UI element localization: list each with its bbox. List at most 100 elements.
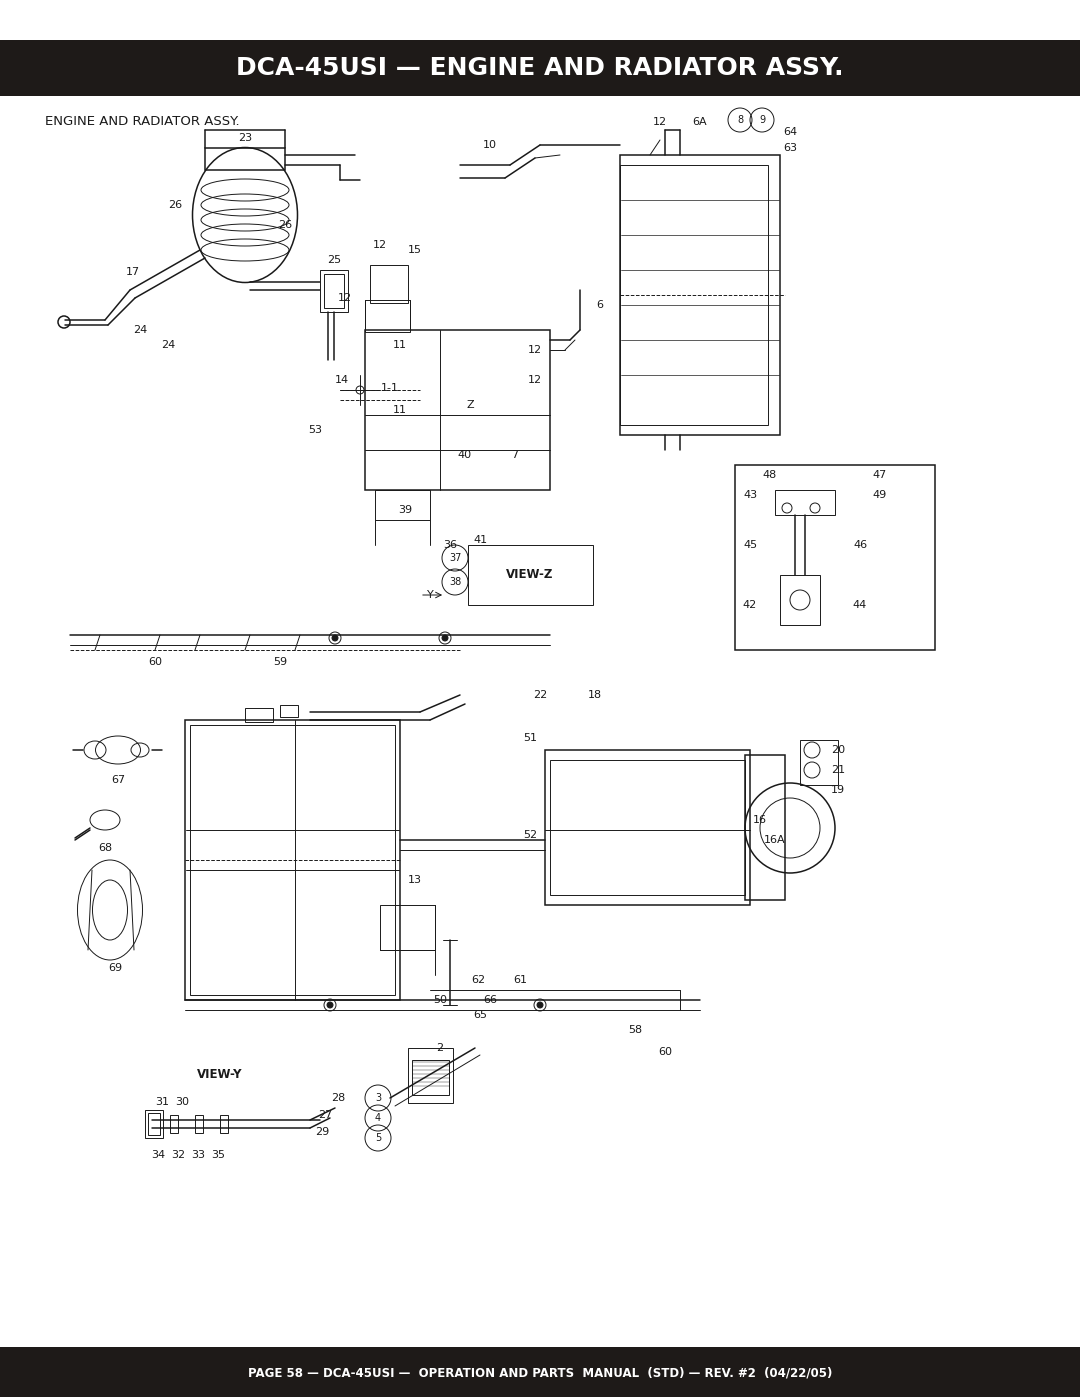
Text: 4: 4 (375, 1113, 381, 1123)
Bar (0, 1347, 1080, 1397)
Text: 8: 8 (737, 115, 743, 124)
Text: 45: 45 (743, 541, 757, 550)
Text: 29: 29 (315, 1127, 329, 1137)
Text: 60: 60 (658, 1046, 672, 1058)
Text: 40: 40 (458, 450, 472, 460)
Bar (370, 265, 408, 303)
Bar (0, 41, 1080, 96)
Bar (408, 1048, 453, 1104)
Text: 39: 39 (397, 504, 413, 515)
Text: 59: 59 (273, 657, 287, 666)
Text: 26: 26 (167, 200, 183, 210)
Text: 28: 28 (330, 1092, 346, 1104)
Text: 7: 7 (512, 450, 518, 460)
Text: 62: 62 (471, 975, 485, 985)
Text: 38: 38 (449, 577, 461, 587)
Bar (745, 754, 785, 900)
Text: 49: 49 (873, 490, 887, 500)
Text: 12: 12 (373, 240, 387, 250)
Text: 19: 19 (831, 785, 845, 795)
Text: 15: 15 (408, 244, 422, 256)
Text: Y: Y (427, 590, 433, 599)
Text: 20: 20 (831, 745, 845, 754)
Bar (375, 490, 430, 520)
Bar (800, 740, 838, 785)
Text: 33: 33 (191, 1150, 205, 1160)
Bar (365, 330, 550, 490)
Text: 16: 16 (753, 814, 767, 826)
Bar (148, 1113, 160, 1134)
Circle shape (537, 1002, 543, 1009)
Bar (620, 155, 780, 434)
Text: 5: 5 (375, 1133, 381, 1143)
Bar (780, 576, 820, 624)
Text: 51: 51 (523, 733, 537, 743)
Circle shape (442, 636, 448, 641)
Text: 41: 41 (473, 535, 487, 545)
Text: VIEW-Z: VIEW-Z (507, 569, 554, 581)
Bar (195, 1115, 203, 1133)
Bar (468, 545, 593, 605)
Text: 34: 34 (151, 1150, 165, 1160)
Text: 12: 12 (528, 374, 542, 386)
Bar (545, 750, 750, 905)
Bar (190, 725, 395, 995)
Text: 26: 26 (278, 219, 292, 231)
Text: 25: 25 (327, 256, 341, 265)
Text: 66: 66 (483, 995, 497, 1004)
Text: 17: 17 (126, 267, 140, 277)
Text: 42: 42 (743, 599, 757, 610)
Text: 11: 11 (393, 405, 407, 415)
Text: 31: 31 (156, 1097, 168, 1106)
Text: 53: 53 (308, 425, 322, 434)
Text: 47: 47 (873, 469, 887, 481)
Circle shape (327, 1002, 333, 1009)
Text: 63: 63 (783, 142, 797, 154)
Text: 32: 32 (171, 1150, 185, 1160)
Text: 11: 11 (393, 339, 407, 351)
Text: 24: 24 (161, 339, 175, 351)
Text: 9: 9 (759, 115, 765, 124)
Text: 30: 30 (175, 1097, 189, 1106)
Bar (220, 1115, 228, 1133)
Text: 24: 24 (133, 326, 147, 335)
Text: 13: 13 (408, 875, 422, 886)
Bar (411, 1060, 449, 1095)
Bar (280, 705, 298, 717)
Text: 3: 3 (375, 1092, 381, 1104)
Text: 23: 23 (238, 133, 252, 142)
Text: 58: 58 (627, 1025, 643, 1035)
Bar (245, 708, 273, 722)
Text: 37: 37 (449, 553, 461, 563)
Text: 43: 43 (743, 490, 757, 500)
Text: 61: 61 (513, 975, 527, 985)
Bar (145, 1111, 163, 1139)
Bar (324, 274, 345, 307)
Text: Z: Z (467, 400, 474, 409)
Text: 1-1: 1-1 (381, 383, 399, 393)
Text: 10: 10 (483, 140, 497, 149)
Text: 12: 12 (653, 117, 667, 127)
Text: 35: 35 (211, 1150, 225, 1160)
Text: 69: 69 (108, 963, 122, 972)
Bar (365, 300, 410, 332)
Bar (170, 1115, 178, 1133)
Text: 27: 27 (318, 1111, 333, 1120)
Text: 6A: 6A (692, 117, 707, 127)
Bar (320, 270, 348, 312)
Text: 52: 52 (523, 830, 537, 840)
Text: PAGE 58 — DCA-45USI —  OPERATION AND PARTS  MANUAL  (STD) — REV. #2  (04/22/05): PAGE 58 — DCA-45USI — OPERATION AND PART… (247, 1366, 833, 1379)
Bar (775, 490, 835, 515)
Text: 50: 50 (433, 995, 447, 1004)
Bar (205, 148, 285, 170)
Bar (550, 760, 745, 895)
Text: 68: 68 (98, 842, 112, 854)
Text: 2: 2 (436, 1044, 444, 1053)
Text: 14: 14 (335, 374, 349, 386)
Text: 21: 21 (831, 766, 845, 775)
Bar (735, 465, 935, 650)
Circle shape (332, 636, 338, 641)
Text: 65: 65 (473, 1010, 487, 1020)
Text: VIEW-Y: VIEW-Y (198, 1069, 243, 1081)
Text: 18: 18 (588, 690, 602, 700)
